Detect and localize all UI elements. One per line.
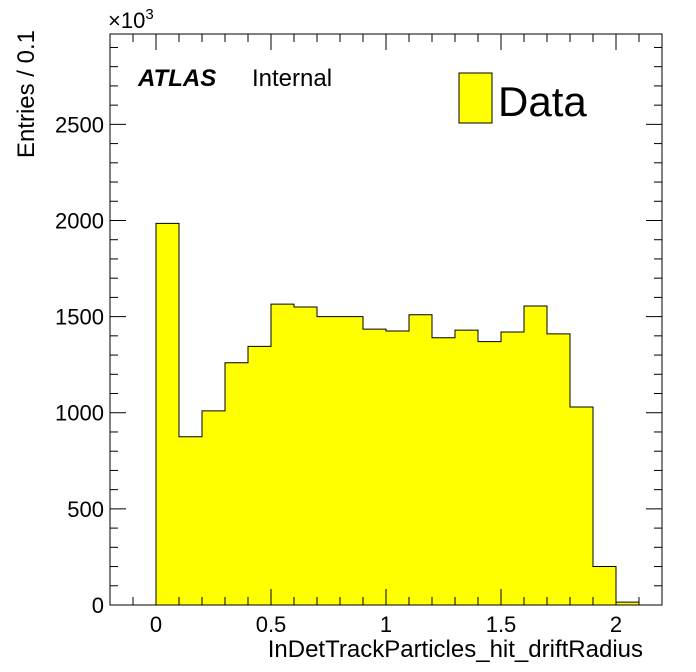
histogram-bin: [570, 406, 593, 605]
histogram-bin: [524, 306, 547, 605]
axis-ticks: [109, 34, 663, 606]
histogram-bin: [294, 307, 317, 605]
histogram-bin: [248, 346, 271, 605]
atlas-label: ATLAS: [137, 65, 216, 92]
x-tick-label: 0: [150, 612, 162, 637]
histogram-bin: [271, 304, 294, 605]
histogram-bin: [593, 566, 616, 605]
x-tick-label: 1.5: [486, 612, 517, 637]
legend-swatch: [458, 72, 493, 124]
internal-label: Internal: [252, 65, 332, 92]
histogram-bin: [432, 337, 455, 605]
y-tick-label: 1500: [55, 305, 104, 330]
y-axis-title: Entries / 0.1: [13, 30, 40, 158]
histogram-bin: [202, 410, 225, 605]
histogram-bin: [225, 362, 248, 605]
histogram-bin: [363, 329, 386, 605]
y-tick-label: 1000: [55, 401, 104, 426]
histogram-bin: [455, 330, 478, 605]
legend-label: Data: [498, 78, 587, 125]
y-tick-label: 2500: [55, 112, 104, 137]
histogram-outline: [155, 222, 640, 605]
histogram-bin: [317, 316, 340, 605]
histogram-bin: [547, 333, 570, 605]
x-tick-label: 0.5: [256, 612, 287, 637]
x-axis-title: InDetTrackParticles_hit_driftRadius: [268, 636, 643, 663]
histogram-bin: [616, 602, 639, 605]
y-tick-labels: 0 500 1000 1500 2000 2500: [55, 112, 104, 618]
histogram-bin: [478, 341, 501, 605]
y-tick-label: 0: [92, 593, 104, 618]
y-multiplier-label: ×103: [108, 6, 154, 33]
y-tick-label: 500: [67, 497, 104, 522]
x-tick-label: 2: [610, 612, 622, 637]
histogram-bin: [386, 331, 409, 605]
histogram-bin: [501, 331, 524, 605]
histogram-bin: [340, 316, 363, 605]
histogram-bars: [155, 222, 640, 605]
histogram-bin: [156, 223, 179, 605]
x-tick-labels: 0 0.5 1 1.5 2: [150, 612, 622, 637]
x-tick-label: 1: [380, 612, 392, 637]
histogram-bin: [409, 314, 432, 605]
y-tick-label: 2000: [55, 208, 104, 233]
histogram-bin: [179, 436, 202, 605]
